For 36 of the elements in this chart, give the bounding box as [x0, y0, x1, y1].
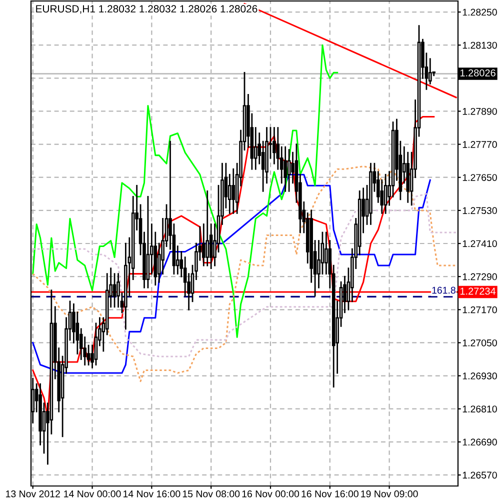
y-tick-label: 1.27050: [462, 339, 497, 346]
x-tick-label: 16 Nov 16:00: [302, 490, 358, 498]
candlestick: [287, 149, 291, 192]
x-tick-label: 19 Nov 09:00: [361, 490, 418, 498]
chart-title: EURUSD,H1 1.28032 1.28032 1.28026 1.28026: [36, 5, 258, 14]
candlestick: [284, 146, 287, 192]
candlestick: [206, 190, 210, 266]
x-tick-label: 13 Nov 2012: [6, 490, 60, 498]
ref-line-label: 1.27234: [460, 288, 496, 295]
y-tick-label: 1.27290: [462, 273, 497, 280]
x-tick-label: 15 Nov 08:00: [182, 490, 240, 498]
y-tick-label: 1.27890: [462, 108, 497, 115]
annotation: 161.8: [432, 286, 456, 294]
x-tick-label: 16 Nov 00:00: [242, 490, 300, 498]
candlestick: [384, 174, 388, 214]
y-tick-label: 1.28250: [462, 8, 497, 16]
candlestick: [324, 232, 328, 275]
candlestick: [202, 224, 206, 266]
y-tick-label: 1.27530: [462, 207, 497, 214]
y-tick-label: 1.26810: [462, 406, 497, 412]
x-tick-label: 14 Nov 00:00: [64, 490, 121, 498]
candlestick: [232, 168, 236, 214]
y-tick-label: 1.26570: [462, 472, 497, 479]
candlestick: [112, 273, 116, 308]
ref-line-label: 1.28026: [460, 69, 496, 76]
line-series: [32, 193, 457, 358]
y-tick-label: 1.27650: [462, 174, 497, 181]
y-tick-label: 1.28130: [462, 42, 497, 49]
line-series: [32, 44, 338, 338]
y-tick-label: 1.27170: [462, 306, 497, 314]
x-tick-label: 14 Nov 16:00: [124, 490, 180, 498]
y-tick-label: 1.27410: [462, 240, 497, 248]
candlestick: [254, 127, 258, 170]
y-tick-label: 1.26930: [462, 372, 497, 380]
y-tick-label: 1.26690: [462, 438, 497, 446]
y-tick-label: 1.27770: [462, 141, 497, 148]
